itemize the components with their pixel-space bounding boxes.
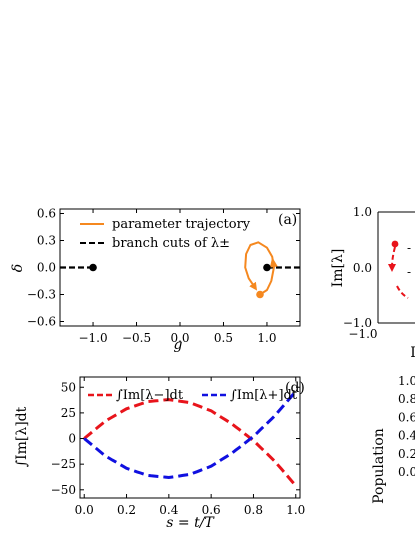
panel-a-legend: parameter trajectory branch cuts of λ± xyxy=(80,217,251,251)
panel-d-plot-area xyxy=(83,390,297,487)
panel-a-ylabel: δ xyxy=(10,264,26,272)
data-point xyxy=(256,290,264,299)
panel-b-red-trajectory xyxy=(388,246,397,272)
x-tick-label: 0.5 xyxy=(214,331,233,345)
y-tick-label: 0.3 xyxy=(37,234,56,248)
y-tick-label: −50 xyxy=(51,483,76,497)
y-tick-label: 0.6 xyxy=(37,207,56,221)
series-line xyxy=(83,398,297,487)
panel-d: 0.0 0.2 0.4 0.6 0.8 1.0 50 25 0 −25 −50 (d) s = t/… xyxy=(14,376,305,531)
y-tick-label: 0.0 xyxy=(37,261,56,275)
y-tick-label: −25 xyxy=(51,457,76,471)
y-tick-label: 0.2 xyxy=(398,447,415,461)
y-tick-label: −0.6 xyxy=(27,315,56,329)
legend-label-lambda-minus: ∫Im[λ−]dt xyxy=(116,388,184,403)
x-tick-label: −1.0 xyxy=(78,331,107,345)
legend-label-trajectory: parameter trajectory xyxy=(112,217,251,232)
panel-d-tag: (d) xyxy=(285,380,305,396)
trajectory-arrowhead xyxy=(269,257,278,268)
x-tick-label: 0.8 xyxy=(244,503,263,517)
legend-label-lambda-plus: ∫Im[λ+]dt xyxy=(230,388,298,403)
panel-b-red-curve xyxy=(396,285,409,299)
trajectory-line xyxy=(244,241,275,296)
y-tick-label: 0.8 xyxy=(398,392,415,406)
panel-b-xtick: −1.0 xyxy=(348,327,377,341)
x-tick-label: 0.6 xyxy=(202,503,221,517)
x-tick-label: 0.0 xyxy=(75,503,94,517)
x-tick-label: 1.0 xyxy=(257,331,276,345)
panel-a-ticks: −1.0 −0.5 0.0 0.5 1.0 0.6 0.3 0.0 −0.3 −0.6 xyxy=(27,207,300,345)
panel-b-ytick: −1.0 xyxy=(343,316,372,330)
data-point xyxy=(89,263,97,272)
y-tick-label: 50 xyxy=(61,380,76,394)
panel-d-xlabel: s = t/T xyxy=(166,515,215,531)
panel-a-tag: (a) xyxy=(278,212,297,228)
panel-b-xlabel-fragment: I xyxy=(410,345,415,361)
panel-d-ylabel: ∫Im[λ]dt xyxy=(14,406,30,467)
panel-b-legend-mark-red: - xyxy=(407,241,411,255)
panel-a: −1.0 −0.5 0.0 0.5 1.0 0.6 0.3 0.0 −0.3 −0.6 (a) g… xyxy=(10,207,301,353)
y-tick-label: 0 xyxy=(68,432,76,446)
y-tick-label: 0.6 xyxy=(398,410,415,424)
panel-a-plot-area xyxy=(60,241,300,299)
y-tick-label: 1.0 xyxy=(398,374,415,388)
x-tick-label: 1.0 xyxy=(286,503,305,517)
panel-e-ylabel: Population xyxy=(371,428,387,504)
panel-e: 1.0 0.8 0.6 0.4 0.2 0.0 Population xyxy=(371,374,415,504)
data-point xyxy=(263,263,271,272)
panel-b-ytick: 0.0 xyxy=(353,261,372,275)
panel-b-ylabel: Im[λ] xyxy=(330,249,346,288)
series-line xyxy=(83,390,297,480)
legend-label-branch-cuts: branch cuts of λ± xyxy=(112,236,230,251)
panel-b-ytick: 1.0 xyxy=(353,205,372,219)
y-tick-label: 0.4 xyxy=(398,429,415,443)
y-tick-label: 0.0 xyxy=(398,465,415,479)
panel-b: 1.0 0.0 −1.0 −1.0 Im[λ] I - - xyxy=(330,205,415,361)
x-tick-label: 0.0 xyxy=(170,331,189,345)
panel-d-ticks: 0.0 0.2 0.4 0.6 0.8 1.0 50 25 0 −25 −50 xyxy=(51,377,305,517)
panel-e-ticks: 1.0 0.8 0.6 0.4 0.2 0.0 xyxy=(398,374,415,479)
panel-b-red-point xyxy=(391,240,399,248)
x-tick-label: 0.4 xyxy=(159,503,178,517)
x-tick-label: 0.2 xyxy=(117,503,136,517)
panel-d-frame xyxy=(79,376,301,499)
y-tick-label: 25 xyxy=(61,406,76,420)
x-tick-label: −0.5 xyxy=(122,331,151,345)
panel-a-xlabel: g xyxy=(174,337,183,353)
panel-b-legend-mark-blue: - xyxy=(407,265,411,279)
y-tick-label: −0.3 xyxy=(27,288,56,302)
panel-d-legend: ∫Im[λ−]dt ∫Im[λ+]dt xyxy=(88,388,298,403)
